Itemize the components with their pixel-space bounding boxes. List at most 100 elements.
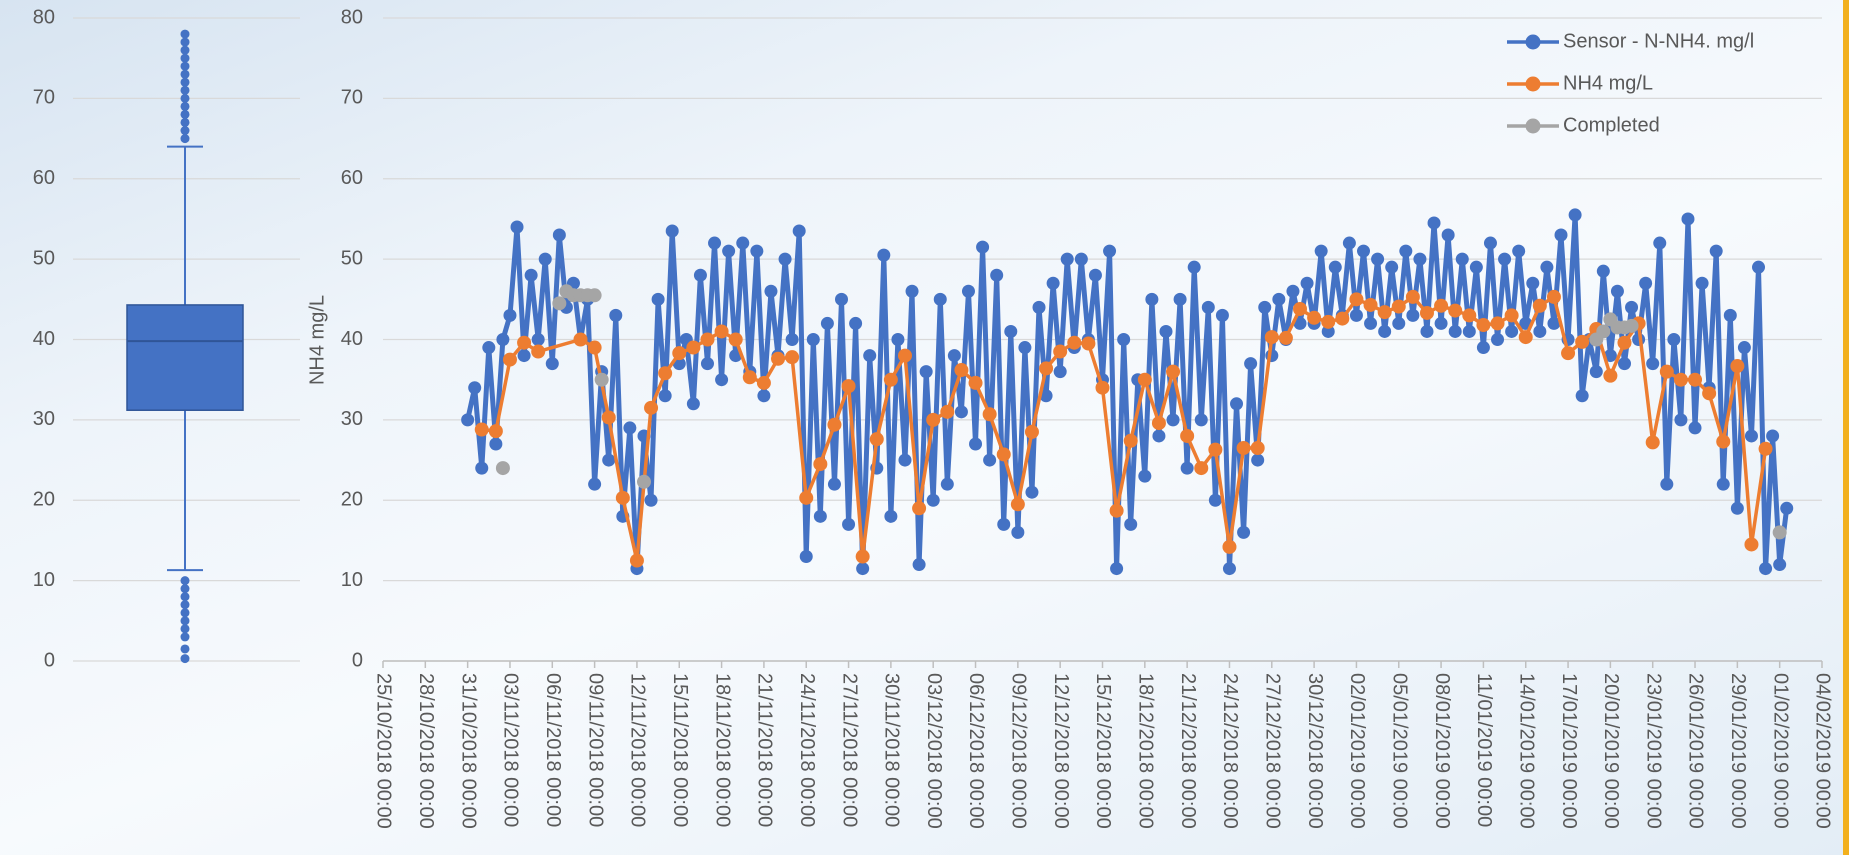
- data-point: [1752, 261, 1765, 274]
- y-tick-label: 50: [341, 247, 363, 269]
- outlier: [181, 62, 190, 71]
- data-point: [1639, 277, 1652, 290]
- data-point: [1780, 502, 1793, 515]
- data-point: [779, 253, 792, 266]
- data-point: [546, 357, 559, 370]
- data-point: [990, 269, 1003, 282]
- data-point: [1392, 317, 1405, 330]
- data-point: [553, 229, 566, 242]
- data-point: [1039, 361, 1053, 375]
- data-point: [969, 376, 983, 390]
- data-point: [1491, 333, 1504, 346]
- x-tick-label: 29/01/2019 00:00: [1727, 673, 1749, 829]
- x-tick-label: 30/11/2018 00:00: [881, 673, 903, 827]
- y-tick-label: 30: [341, 408, 363, 430]
- data-point: [1617, 336, 1631, 350]
- outlier: [181, 126, 190, 135]
- data-point: [1385, 261, 1398, 274]
- x-tick-label: 14/01/2019 00:00: [1515, 673, 1537, 829]
- data-point: [1744, 537, 1758, 551]
- data-point: [595, 373, 609, 387]
- y-tick-label: 0: [352, 649, 363, 671]
- data-point: [658, 366, 672, 380]
- data-point: [1209, 494, 1222, 507]
- x-tick-label: 05/01/2019 00:00: [1388, 673, 1410, 829]
- data-point: [1349, 292, 1363, 306]
- outlier: [181, 584, 190, 593]
- data-point: [489, 424, 503, 438]
- data-point: [1167, 413, 1180, 426]
- data-point: [757, 389, 770, 402]
- y-tick-label: 80: [33, 6, 55, 28]
- legend-label: Sensor - N-NH4. mg/l: [1563, 30, 1754, 52]
- data-point: [1717, 478, 1730, 491]
- data-point: [1399, 245, 1412, 258]
- outlier: [181, 624, 190, 633]
- outlier: [181, 632, 190, 641]
- outlier: [181, 654, 190, 663]
- y-tick-label: 50: [33, 247, 55, 269]
- y-tick-label: 10: [341, 569, 363, 591]
- data-point: [1413, 253, 1426, 266]
- data-point: [1759, 562, 1772, 575]
- data-point: [588, 478, 601, 491]
- y-tick-label: 10: [33, 569, 55, 591]
- data-point: [525, 269, 538, 282]
- data-point: [842, 379, 856, 393]
- x-tick-label: 06/12/2018 00:00: [965, 673, 987, 829]
- x-tick-label: 04/02/2019 00:00: [1812, 673, 1834, 829]
- outlier: [181, 576, 190, 585]
- data-point: [785, 350, 799, 364]
- data-point: [602, 454, 615, 467]
- data-point: [771, 352, 785, 366]
- data-point: [503, 309, 516, 322]
- data-point: [1371, 253, 1384, 266]
- data-point: [1730, 359, 1744, 373]
- data-point: [1378, 325, 1391, 338]
- data-point: [898, 349, 912, 363]
- data-point: [1555, 229, 1568, 242]
- data-point: [1428, 216, 1441, 229]
- x-tick-label: 11/01/2019 00:00: [1473, 673, 1495, 827]
- data-point: [1096, 381, 1110, 395]
- data-point: [1195, 413, 1208, 426]
- data-point: [1660, 365, 1674, 379]
- outlier: [181, 134, 190, 143]
- legend-marker: [1526, 77, 1541, 92]
- x-tick-label: 21/11/2018 00:00: [754, 673, 776, 827]
- data-point: [1392, 300, 1406, 314]
- data-point: [743, 370, 757, 384]
- data-point: [1625, 319, 1639, 333]
- data-point: [948, 349, 961, 362]
- data-point: [1138, 470, 1151, 483]
- x-tick-label: 03/11/2018 00:00: [500, 673, 522, 827]
- x-tick-label: 31/10/2018 00:00: [457, 673, 479, 829]
- data-point: [1222, 540, 1236, 554]
- data-point: [1561, 346, 1575, 360]
- data-point: [1540, 261, 1553, 274]
- data-point: [870, 432, 884, 446]
- legend-marker: [1526, 35, 1541, 50]
- outlier: [181, 46, 190, 55]
- y-tick-label: 0: [44, 649, 55, 671]
- x-tick-label: 23/01/2019 00:00: [1642, 673, 1664, 829]
- data-point: [799, 491, 813, 505]
- data-point: [1194, 461, 1208, 475]
- data-point: [701, 357, 714, 370]
- legend-marker: [1526, 119, 1541, 134]
- data-point: [877, 249, 890, 262]
- data-point: [722, 245, 735, 258]
- data-point: [1745, 429, 1758, 442]
- data-point: [496, 333, 509, 346]
- data-point: [1646, 357, 1659, 370]
- x-tick-label: 27/11/2018 00:00: [838, 673, 860, 827]
- data-point: [616, 491, 630, 505]
- outlier: [181, 608, 190, 617]
- data-point: [807, 333, 820, 346]
- data-point: [1166, 365, 1180, 379]
- data-point: [1547, 290, 1561, 304]
- data-point: [574, 333, 588, 347]
- data-point: [1681, 212, 1694, 225]
- data-point: [954, 363, 968, 377]
